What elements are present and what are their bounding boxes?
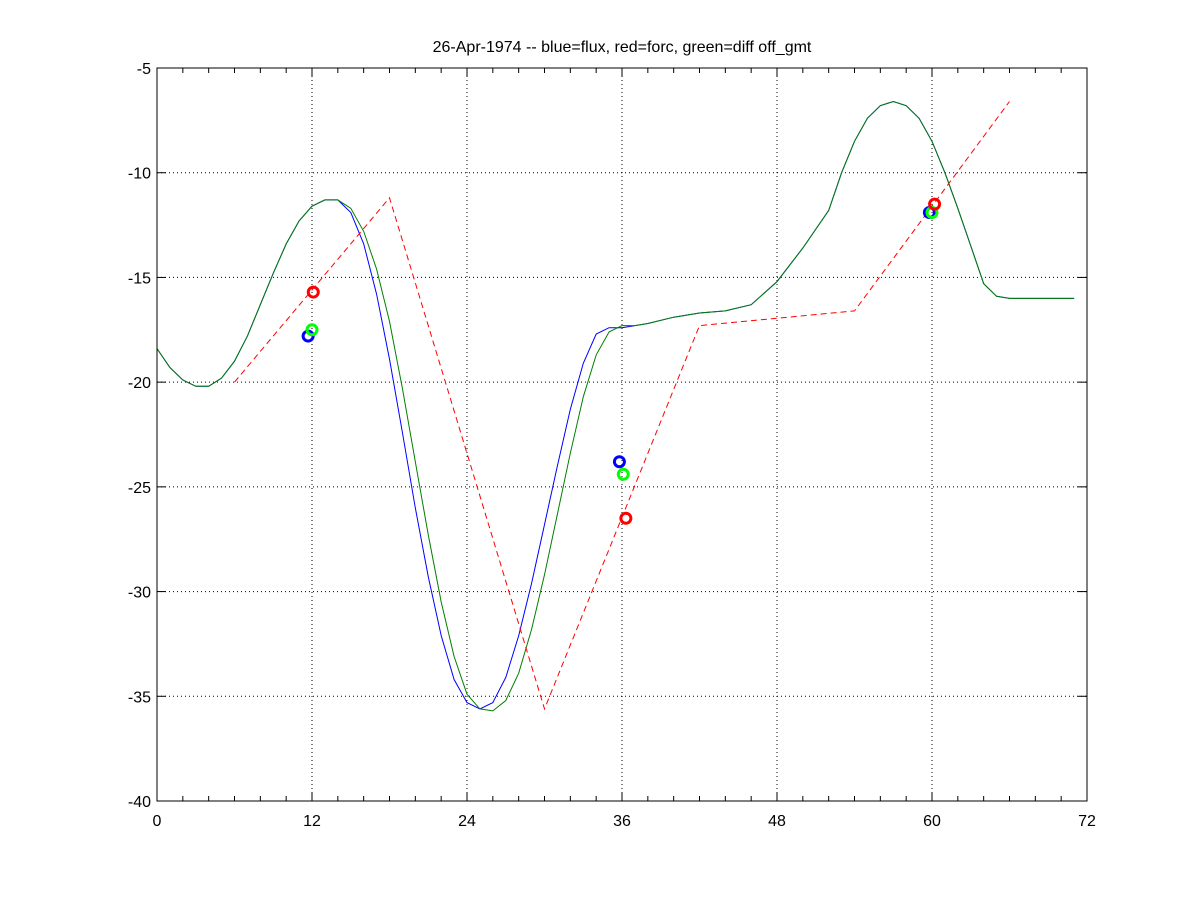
x-tick-label: 24	[458, 813, 476, 830]
y-tick-label: -5	[137, 61, 151, 78]
y-tick-label: -15	[128, 270, 151, 287]
y-tick-label: -10	[128, 166, 151, 183]
series-line-green	[156, 100, 1075, 712]
y-tick-label: -30	[128, 585, 151, 602]
data-point-marker-red	[619, 511, 633, 525]
x-tick-label: 48	[768, 813, 786, 830]
y-tick-label: -35	[128, 689, 151, 706]
chart-title: 26-Apr-1974 -- blue=flux, red=forc, gree…	[433, 39, 812, 56]
grid-lines	[157, 68, 1087, 801]
x-tick-label: 72	[1078, 813, 1096, 830]
data-point-marker-green	[305, 323, 319, 337]
tick-group: 0 12 24 36 48 60 72 -40 -35 -30 -25 -20 -15 -10 -5	[128, 61, 1096, 830]
y-tick-label: -20	[128, 375, 151, 392]
y-tick-label: -40	[128, 794, 151, 811]
data-point-marker-green	[616, 467, 630, 481]
y-tick-label: -25	[128, 480, 151, 497]
marker-group	[301, 197, 942, 525]
x-tick-label: 12	[303, 813, 321, 830]
x-tick-label: 0	[153, 813, 162, 830]
data-point-marker-red	[306, 285, 320, 299]
x-tick-label: 36	[613, 813, 631, 830]
data-point-marker-blue	[612, 455, 626, 469]
data-point-marker-red	[928, 197, 942, 211]
x-tick-label: 60	[923, 813, 941, 830]
